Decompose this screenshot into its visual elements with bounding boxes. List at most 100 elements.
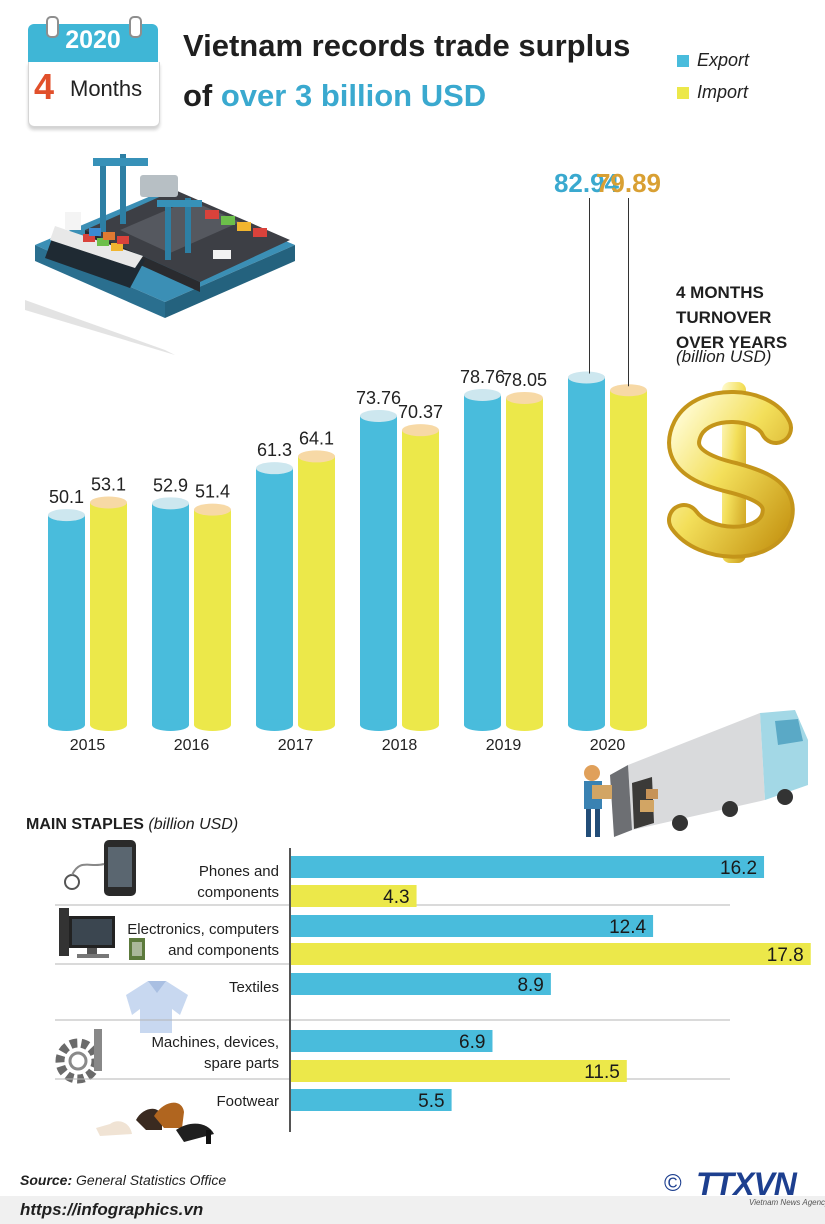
- staple-label-line: components: [197, 884, 279, 901]
- bar-export-2018-base: [360, 719, 397, 731]
- staples-title-unit: (billion USD): [148, 816, 239, 833]
- staple-label-line: Phones and: [198, 863, 279, 880]
- staple-label-footwear: Footwear: [216, 1091, 279, 1112]
- footer-bar: [0, 1196, 825, 1224]
- staple-label-line: and components: [168, 942, 279, 959]
- dollar-sign-icon: [667, 382, 795, 563]
- staple-label-line: spare parts: [203, 1055, 279, 1072]
- staple-bar-import-1: [291, 943, 811, 965]
- bar-export-2018: [360, 415, 397, 725]
- staple-value-export-4: 5.5: [418, 1091, 444, 1112]
- bar-import-2016-base: [194, 719, 231, 731]
- data-label-export-2019: 78.76: [460, 367, 505, 387]
- x-tick-label-2016: 2016: [174, 737, 210, 754]
- staple-value-import-1: 17.8: [767, 945, 804, 966]
- staple-bar-export-4: [291, 1089, 452, 1111]
- bar-export-2019-cap: [464, 388, 501, 401]
- bar-import-2020: [610, 390, 647, 725]
- calendar-ring-icon: [129, 16, 142, 38]
- bar-import-2017: [298, 456, 335, 725]
- bar-export-2020-base: [568, 719, 605, 731]
- bar-export-2019: [464, 394, 501, 725]
- badge-months-label: Months: [70, 76, 143, 101]
- page-title-line1: Vietnam records trade surplus: [183, 28, 631, 63]
- bar-import-2015-base: [90, 719, 127, 731]
- bar-export-2017: [256, 468, 293, 725]
- bar-import-2015: [90, 502, 127, 725]
- data-label-export-2018: 73.76: [356, 388, 401, 408]
- staple-label-line: Textiles: [228, 979, 279, 996]
- computer-icon: [59, 908, 145, 960]
- legend-swatch-import: [677, 87, 689, 99]
- side-label-line2: TURNOVER: [676, 308, 772, 327]
- bar-export-2019-base: [464, 719, 501, 731]
- bar-export-2016-base: [152, 719, 189, 731]
- staple-value-export-2: 8.9: [517, 975, 543, 996]
- bar-import-2020-base: [610, 719, 647, 731]
- bar-import-2018-cap: [402, 424, 439, 437]
- badge-number: 4: [34, 66, 55, 107]
- phone-icon: [64, 840, 136, 896]
- data-label-export-2020: 82.94: [554, 168, 620, 198]
- data-label-export-2017: 61.3: [257, 440, 292, 460]
- logo-subtitle: Vietnam News Agency: [749, 1198, 825, 1207]
- staple-bar-import-3: [291, 1060, 627, 1082]
- bar-export-2020-cap: [568, 371, 605, 384]
- staple-label-line: Footwear: [216, 1093, 279, 1110]
- x-tick-label-2017: 2017: [278, 737, 314, 754]
- staple-value-import-0: 4.3: [383, 887, 409, 908]
- bar-export-2017-cap: [256, 462, 293, 475]
- source-text: General Statistics Office: [76, 1172, 227, 1188]
- side-label: 4 MONTHS TURNOVER OVER YEARS: [676, 280, 787, 355]
- staple-label-phones: Phones and components: [197, 861, 279, 903]
- data-label-import-2016: 51.4: [195, 482, 230, 502]
- staple-label-textiles: Textiles: [229, 977, 279, 998]
- staple-label-line: Electronics, computers: [127, 921, 279, 938]
- data-label-import-2019: 78.05: [502, 370, 547, 390]
- staple-value-export-1: 12.4: [609, 917, 646, 938]
- title-highlight: over 3 billion USD: [220, 78, 487, 113]
- side-label-unit: (billion USD): [676, 347, 772, 366]
- bar-import-2019-cap: [506, 391, 543, 404]
- bar-export-2015-cap: [48, 509, 85, 522]
- footer-url[interactable]: https://infographics.vn: [20, 1200, 204, 1219]
- staple-bar-export-2: [291, 973, 551, 995]
- logo-text: TTXVN: [696, 1166, 797, 1202]
- staples-title-text: MAIN STAPLES: [26, 816, 144, 833]
- bar-import-2018: [402, 430, 439, 725]
- bar-import-2016: [194, 509, 231, 725]
- shoes-icon: [96, 1102, 214, 1144]
- turnover-bar-chart: 50.1 53.1 2015 52.9 51.4 2016 61.3 64.1 2017 73.7…: [48, 168, 661, 754]
- bar-export-2016: [152, 503, 189, 725]
- bar-export-2015: [48, 515, 85, 725]
- legend-item-import: Import: [677, 82, 748, 103]
- page-title-line2: of over 3 billion USD: [183, 78, 486, 114]
- bar-import-2018-base: [402, 719, 439, 731]
- title-prefix: of: [183, 78, 221, 113]
- staple-bar-export-3: [291, 1030, 493, 1052]
- x-tick-label-2019: 2019: [486, 737, 522, 754]
- ttxvn-logo: © TTXVN Vietnam News Agency: [664, 1166, 825, 1207]
- data-label-import-2017: 64.1: [299, 428, 334, 448]
- bar-export-2018-cap: [360, 409, 397, 422]
- x-tick-label-2015: 2015: [70, 737, 106, 754]
- calendar-ring-icon: [46, 16, 59, 38]
- x-tick-label-2018: 2018: [382, 737, 418, 754]
- data-label-export-2015: 50.1: [49, 487, 84, 507]
- data-label-import-2015: 53.1: [91, 475, 126, 495]
- staple-value-import-3: 11.5: [584, 1062, 620, 1083]
- staple-label-electronics: Electronics, computers and components: [127, 919, 279, 961]
- bar-import-2017-base: [298, 719, 335, 731]
- legend-item-export: Export: [677, 50, 749, 71]
- side-label-line3: OVER YEARS: [676, 333, 788, 352]
- staples-title: MAIN STAPLES (billion USD): [26, 816, 238, 834]
- staple-label-line: Machines, devices,: [151, 1034, 279, 1051]
- bar-import-2019: [506, 397, 543, 725]
- data-label-import-2020: 79.89: [596, 168, 661, 198]
- port-illustration: [25, 154, 295, 355]
- bar-import-2017-cap: [298, 450, 335, 463]
- staple-bar-export-1: [291, 915, 654, 937]
- bar-import-2016-cap: [194, 503, 231, 516]
- staple-value-export-0: 16.2: [720, 858, 757, 879]
- bar-export-2015-base: [48, 719, 85, 731]
